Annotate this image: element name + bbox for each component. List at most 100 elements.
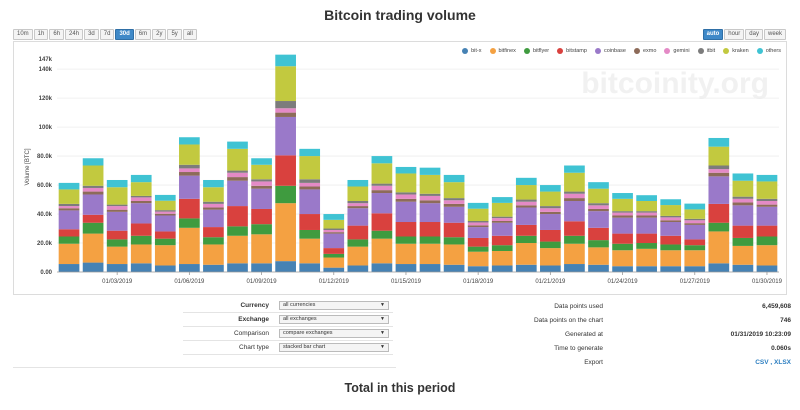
bar-segment-bit-x: [227, 263, 248, 272]
option-select[interactable]: all currencies ▼: [279, 301, 389, 310]
legend-item-kraken[interactable]: kraken: [723, 48, 749, 54]
bar-segment-bitstamp: [371, 213, 393, 231]
range-button-30d[interactable]: 30d: [115, 29, 134, 40]
export-csv-link[interactable]: CSV: [755, 358, 769, 366]
legend-item-others[interactable]: others: [756, 48, 781, 54]
legend-item-coinbase[interactable]: coinbase: [594, 48, 626, 54]
resolution-button-hour[interactable]: hour: [724, 29, 745, 40]
bar-segment-itbit: [419, 193, 441, 196]
bar-segment-bitfinex: [708, 231, 730, 264]
bar-segment-bit-x: [130, 263, 152, 272]
option-select[interactable]: stacked bar chart ▼: [279, 343, 389, 352]
bar-segment-bitfinex: [443, 244, 465, 265]
bar-segment-exmo: [540, 211, 561, 215]
range-button-24h[interactable]: 24h: [65, 29, 84, 40]
stat-value: 01/31/2019 10:23:09: [730, 330, 791, 338]
bar-segment-bitflyer: [612, 243, 633, 251]
resolution-button-day[interactable]: day: [745, 29, 763, 40]
bar-segment-kraken: [684, 209, 706, 219]
bar-segment-coinbase: [203, 209, 224, 228]
section-heading-total: Total in this period: [344, 381, 456, 395]
range-button-10m[interactable]: 10m: [13, 29, 33, 40]
option-select[interactable]: all exchanges ▼: [279, 315, 389, 324]
export-xlsx-link[interactable]: XLSX: [774, 358, 791, 366]
range-button-7d[interactable]: 7d: [99, 29, 115, 40]
option-label: Comparison: [233, 330, 269, 337]
bar-segment-itbit: [515, 199, 537, 202]
bar-segment-others: [564, 165, 585, 173]
range-button-1h[interactable]: 1h: [33, 29, 49, 40]
bar-segment-bit-x: [251, 263, 272, 272]
bar-segment-coinbase: [419, 203, 441, 223]
legend-item-itbit[interactable]: itbit: [697, 48, 715, 54]
range-button-2y[interactable]: 2y: [152, 29, 167, 40]
bar-segment-bitflyer: [82, 222, 104, 234]
bar-segment-coinbase: [636, 217, 657, 234]
legend-item-bitstamp[interactable]: bitstamp: [557, 48, 587, 54]
legend-item-gemini[interactable]: gemini: [664, 48, 690, 54]
x-tick-label: 01/18/2019: [463, 279, 494, 285]
legend-item-exmo[interactable]: exmo: [633, 48, 656, 54]
bar-segment-others: [203, 179, 224, 188]
bar-segment-exmo: [443, 203, 465, 207]
range-button-6h[interactable]: 6h: [49, 29, 65, 40]
bar-segment-bitstamp: [227, 206, 248, 227]
bar-segment-coinbase: [58, 210, 80, 230]
resolution-button-week[interactable]: week: [763, 29, 786, 40]
bar-segment-bit-x: [395, 264, 417, 272]
bar-segment-bit-x: [443, 264, 465, 272]
bar-segment-others: [708, 137, 730, 147]
range-button-all[interactable]: all: [182, 29, 197, 40]
bar-segment-gemini: [732, 198, 754, 203]
y-tick-label: 40.0k: [37, 212, 53, 218]
bar-segment-gemini: [540, 208, 561, 212]
legend-dot: [557, 48, 564, 54]
bar-segment-bitfinex: [395, 243, 417, 265]
bar-segment-bitstamp: [660, 235, 682, 245]
bar-segment-exmo: [756, 204, 778, 207]
bar-segment-gemini: [467, 222, 489, 226]
bar-segment-others: [636, 195, 657, 201]
bar-segment-itbit: [203, 201, 224, 204]
bar-segment-kraken: [515, 185, 537, 200]
bar-segment-gemini: [395, 194, 417, 199]
bar-segment-bitfinex: [684, 250, 706, 267]
bar-segment-itbit: [299, 179, 321, 183]
x-tick-label: 01/12/2019: [319, 279, 350, 285]
bar-segment-coinbase: [540, 214, 561, 230]
x-tick-label: 01/15/2019: [391, 279, 422, 285]
bar-segment-itbit: [612, 211, 633, 213]
option-select-value: compare exchanges: [283, 330, 333, 336]
resolution-button-auto[interactable]: auto: [702, 29, 724, 40]
bar-segment-itbit: [708, 165, 730, 170]
stat-label: Data points used: [554, 302, 603, 310]
bar-segment-kraken: [106, 187, 128, 205]
bar-segment-itbit: [491, 216, 513, 219]
stat-row: Generated at 01/31/2019 10:23:09: [400, 327, 795, 341]
bar-segment-bitflyer: [58, 236, 80, 244]
legend-item-bitflyer[interactable]: bitflyer: [523, 48, 549, 54]
bar-segment-bitflyer: [203, 237, 224, 245]
bar-segment-kraken: [708, 146, 730, 166]
bar-segment-kraken: [371, 163, 393, 184]
range-button-5y[interactable]: 5y: [167, 29, 182, 40]
legend-item-bit-x[interactable]: bit-x: [462, 48, 482, 54]
bar-segment-exmo: [82, 191, 104, 195]
option-select[interactable]: compare exchanges ▼: [279, 329, 389, 338]
legend-item-bitfinex[interactable]: bitfinex: [489, 48, 516, 54]
range-button-3d[interactable]: 3d: [84, 29, 99, 40]
bar-segment-bitfinex: [732, 245, 754, 265]
bar-segment-kraken: [588, 188, 609, 204]
bar-segment-others: [371, 156, 393, 164]
bar-segment-bitflyer: [106, 239, 128, 247]
range-button-6m[interactable]: 6m: [134, 29, 152, 40]
bar-segment-bitstamp: [130, 223, 152, 236]
bar-segment-bitfinex: [540, 248, 561, 266]
bar-segment-bitstamp: [275, 155, 296, 186]
bar-segment-itbit: [347, 201, 369, 204]
bar-segment-coinbase: [179, 175, 200, 199]
bar-segment-kraken: [756, 181, 778, 199]
bar-segment-exmo: [660, 220, 682, 223]
bar-segment-exmo: [395, 198, 417, 202]
bar-segment-coinbase: [371, 193, 393, 214]
